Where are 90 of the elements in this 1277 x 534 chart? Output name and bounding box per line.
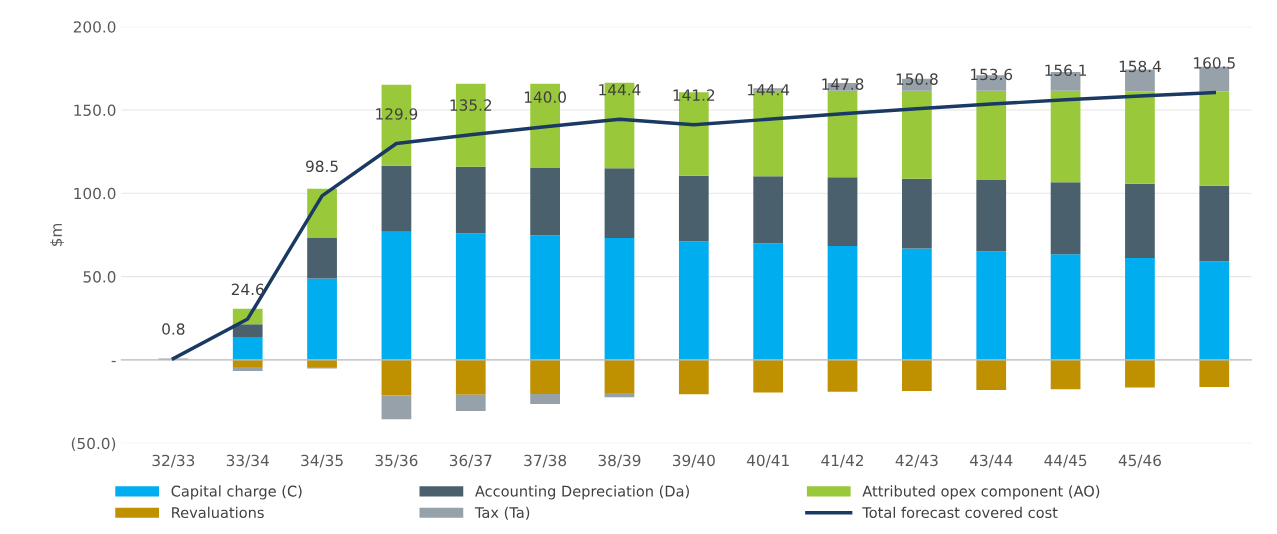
x-tick-label: 36/37 — [449, 454, 492, 468]
data-label: 0.8 — [162, 323, 185, 335]
bar — [827, 90, 858, 178]
bar — [1199, 185, 1230, 262]
bar — [381, 165, 412, 232]
bar — [232, 324, 263, 337]
y-axis-title: $m — [50, 223, 65, 246]
data-label: 156.1 — [1045, 64, 1087, 77]
bar — [455, 394, 486, 412]
bar — [1050, 254, 1081, 360]
x-tick-label: 39/40 — [672, 454, 715, 468]
x-tick-label: 43/44 — [969, 454, 1013, 468]
bar — [678, 359, 709, 395]
bar — [530, 167, 560, 236]
y-tick-label: (50.0) — [71, 437, 116, 452]
bar — [1125, 359, 1155, 388]
data-label: 158.4 — [1119, 60, 1161, 73]
legend-label: Total forecast covered cost — [862, 506, 1058, 519]
bar — [381, 359, 412, 396]
bar — [753, 176, 784, 244]
bar — [753, 243, 784, 360]
data-label: 98.5 — [306, 160, 338, 173]
bar — [976, 179, 1007, 252]
bar — [1050, 90, 1081, 183]
bar — [902, 178, 932, 249]
bar — [530, 359, 560, 394]
data-label: 24.6 — [231, 283, 264, 296]
y-tick-label: 50.0 — [83, 271, 116, 283]
bar — [232, 366, 263, 372]
x-tick-label: 34/35 — [301, 454, 343, 468]
x-tick-label: 40/41 — [746, 454, 789, 468]
bar — [530, 393, 560, 405]
data-label: 153.6 — [971, 68, 1013, 81]
bar — [381, 231, 412, 360]
bar — [827, 359, 858, 392]
bar — [307, 278, 337, 360]
x-tick-label: 41/42 — [821, 454, 864, 468]
legend-label: Attributed opex component (AO) — [862, 485, 1100, 500]
x-tick-label: 35/36 — [375, 454, 418, 468]
bar — [1125, 257, 1155, 360]
x-tick-label: 38/39 — [598, 454, 641, 468]
y-tick-label: - — [111, 360, 116, 363]
bar — [1199, 359, 1230, 387]
data-label: 144.4 — [747, 84, 790, 96]
bar — [455, 359, 486, 395]
bar — [678, 175, 709, 242]
bar — [604, 168, 635, 238]
data-label: 150.8 — [896, 73, 938, 85]
bar — [902, 359, 932, 391]
y-tick-label: 200.0 — [73, 21, 116, 33]
legend-label: Accounting Depreciation (Da) — [475, 485, 689, 500]
bar — [1050, 359, 1081, 390]
bar — [902, 248, 932, 360]
bar — [604, 359, 635, 394]
bar — [604, 393, 635, 398]
x-tick-label: 42/43 — [895, 454, 938, 468]
bar — [381, 395, 412, 420]
bar — [232, 336, 263, 360]
bar — [455, 233, 486, 360]
bar — [530, 235, 560, 360]
bar — [1050, 182, 1081, 255]
bar — [976, 251, 1007, 360]
bar — [455, 166, 486, 234]
bar — [307, 237, 337, 279]
bar — [827, 177, 858, 247]
bar — [753, 359, 784, 393]
bar — [827, 246, 858, 360]
bar — [678, 241, 709, 360]
bar — [604, 237, 635, 360]
x-tick-label: 32/33 — [152, 454, 195, 468]
bar — [307, 188, 337, 238]
bar — [753, 88, 784, 91]
bar — [1125, 183, 1155, 258]
data-label: 147.8 — [822, 78, 864, 90]
x-tick-label: 44/45 — [1044, 454, 1087, 468]
x-tick-label: 33/34 — [226, 454, 269, 468]
y-tick-label: 150.0 — [74, 104, 116, 117]
bar — [902, 90, 932, 179]
bar — [1125, 91, 1155, 184]
legend-label: Capital charge (C) — [171, 485, 302, 500]
bar — [976, 90, 1007, 180]
x-tick-label: 37/38 — [524, 454, 567, 468]
y-tick-label: 100.0 — [74, 187, 116, 200]
bar — [1199, 261, 1230, 360]
legend-label: Revaluations — [172, 506, 264, 519]
legend-label: Tax (Ta) — [474, 506, 530, 520]
bar — [976, 359, 1007, 391]
x-tick-label: 45/46 — [1118, 454, 1161, 468]
bar — [1199, 91, 1230, 186]
data-label: 160.5 — [1194, 57, 1235, 69]
